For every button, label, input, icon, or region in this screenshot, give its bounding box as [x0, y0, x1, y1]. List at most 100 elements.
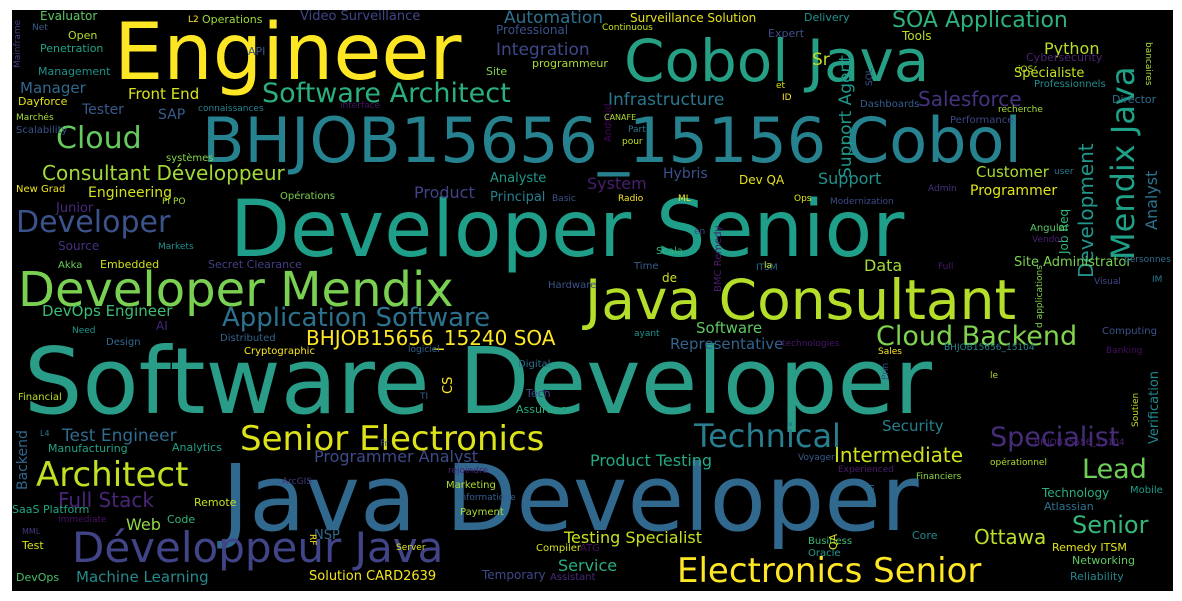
cloud-word: NSP — [314, 528, 340, 543]
cloud-word: Engineer — [114, 10, 462, 98]
cloud-word: Voyager — [798, 453, 835, 463]
cloud-word: Design — [106, 337, 141, 348]
cloud-word: Analyste — [490, 171, 547, 186]
cloud-word: Director — [1112, 93, 1157, 106]
cloud-word: Senior — [1072, 511, 1149, 539]
cloud-word: Tester — [82, 102, 124, 118]
cloud-word: Open — [68, 29, 98, 42]
cloud-word: Lead — [1082, 454, 1147, 485]
cloud-word: QA — [827, 533, 840, 550]
cloud-word: ayant — [634, 329, 660, 339]
cloud-word: System — [587, 174, 647, 193]
cloud-word: AI — [156, 319, 168, 333]
cloud-word: Fr — [380, 439, 389, 449]
cloud-word: systèmes — [166, 153, 214, 164]
cloud-word: Developer Senior — [230, 185, 905, 275]
cloud-word: programmeur — [532, 57, 608, 70]
cloud-word: Angular — [1030, 223, 1069, 234]
cloud-word: Basic — [552, 194, 576, 204]
cloud-word: Intermediate — [834, 443, 964, 467]
cloud-word: ML — [678, 194, 691, 204]
cloud-word: Mainframe — [13, 19, 23, 68]
cloud-word: Automation — [504, 10, 604, 28]
cloud-word: Specialist — [990, 422, 1120, 453]
cloud-word: Security — [882, 417, 944, 435]
cloud-word: Remote — [194, 496, 237, 509]
cloud-word: recherche — [998, 105, 1043, 115]
cloud-word: Cloud — [56, 121, 142, 156]
cloud-word: Scala — [656, 246, 683, 257]
cloud-word: Performance — [950, 115, 1014, 126]
cloud-word: Ottawa — [974, 525, 1047, 549]
cloud-word: Code — [167, 513, 196, 526]
cloud-word: le — [990, 371, 999, 381]
cloud-word: BHJOB15656_15240 SOA — [306, 326, 556, 350]
cloud-word: Financiers — [916, 472, 962, 482]
cloud-word: Consultant Développeur — [42, 161, 285, 185]
cloud-word: Tools — [902, 29, 932, 43]
cloud-word: Machine Learning — [76, 568, 209, 586]
cloud-word: Manager — [20, 79, 86, 97]
cloud-word: MML — [22, 527, 41, 536]
cloud-word: Programmer Analyst — [314, 447, 479, 466]
cloud-word: Hardware — [548, 280, 597, 291]
cloud-word: Operations — [202, 13, 263, 26]
cloud-word: Part — [628, 125, 646, 135]
cloud-word: New Grad — [16, 184, 66, 195]
word-cloud: Software Developer Java Developer Develo… — [12, 10, 1173, 591]
cloud-word: Oracle — [808, 548, 841, 559]
cloud-word: Test — [22, 539, 44, 552]
cloud-word: RF — [307, 534, 317, 546]
cloud-word: Core — [912, 529, 938, 542]
cloud-word: Support — [818, 169, 882, 188]
cloud-word: Verification — [1147, 370, 1162, 444]
cloud-word: Distributed — [220, 333, 276, 344]
cloud-word: Compiler — [536, 543, 582, 554]
cloud-word: SQL — [865, 68, 875, 86]
cloud-word: Software — [696, 319, 763, 337]
cloud-word: Dashboards — [860, 99, 920, 110]
cloud-word: d applications — [1035, 265, 1045, 328]
cloud-word: Video Surveillance — [300, 10, 421, 24]
cloud-word: Dayforce — [18, 95, 68, 108]
cloud-word: Net — [32, 23, 48, 33]
cloud-word: technologies — [782, 339, 840, 349]
cloud-word: Software Architect — [262, 78, 511, 109]
cloud-word: Full — [938, 262, 954, 272]
cloud-word: Assurance — [516, 403, 574, 416]
cloud-word: Experienced — [838, 465, 894, 475]
cloud-word: Evaluator — [40, 10, 98, 23]
cloud-word: Junior — [56, 201, 94, 216]
cloud-word: Product — [414, 183, 475, 202]
cloud-word: Source — [58, 239, 100, 253]
cloud-word: Ops — [794, 194, 812, 204]
cloud-word: Analyst — [1142, 170, 1161, 230]
cloud-word: Delivery — [804, 11, 850, 24]
cloud-word: Representative — [670, 335, 784, 353]
cloud-word: BHJOB15656_15104 — [1034, 438, 1125, 448]
cloud-word: BHJOB15656_15104 — [944, 343, 1035, 353]
cloud-word: BHJOB15656_15156 Cobol — [202, 104, 1022, 177]
cloud-word: Senior Electronics — [240, 419, 545, 459]
cloud-word: Time — [634, 261, 659, 272]
cloud-word: Backend — [15, 430, 31, 490]
cloud-word: Temporary — [482, 568, 546, 582]
cloud-word: Immediate — [58, 515, 107, 525]
cloud-word: interface — [340, 101, 381, 111]
cloud-word: Product Testing — [590, 451, 713, 470]
cloud-word: Management — [38, 65, 111, 78]
cloud-word: Tech — [526, 387, 551, 400]
cloud-word: Visual — [1094, 277, 1121, 287]
cloud-word: informatique — [458, 493, 516, 503]
cloud-word: Cloud Backend — [876, 321, 1078, 352]
cloud-word: Akka — [58, 260, 83, 271]
cloud-word: Surveillance Solution — [630, 11, 757, 25]
cloud-word: iOS — [1018, 65, 1034, 75]
cloud-word: Electronics Senior — [677, 551, 982, 591]
cloud-word: personnes — [1124, 255, 1171, 265]
cloud-word: IM — [1152, 275, 1163, 285]
cloud-word: Opérations — [280, 191, 335, 202]
cloud-word: Front End — [128, 85, 200, 103]
cloud-word: TI — [420, 392, 429, 402]
cloud-word: Financial — [18, 392, 62, 403]
